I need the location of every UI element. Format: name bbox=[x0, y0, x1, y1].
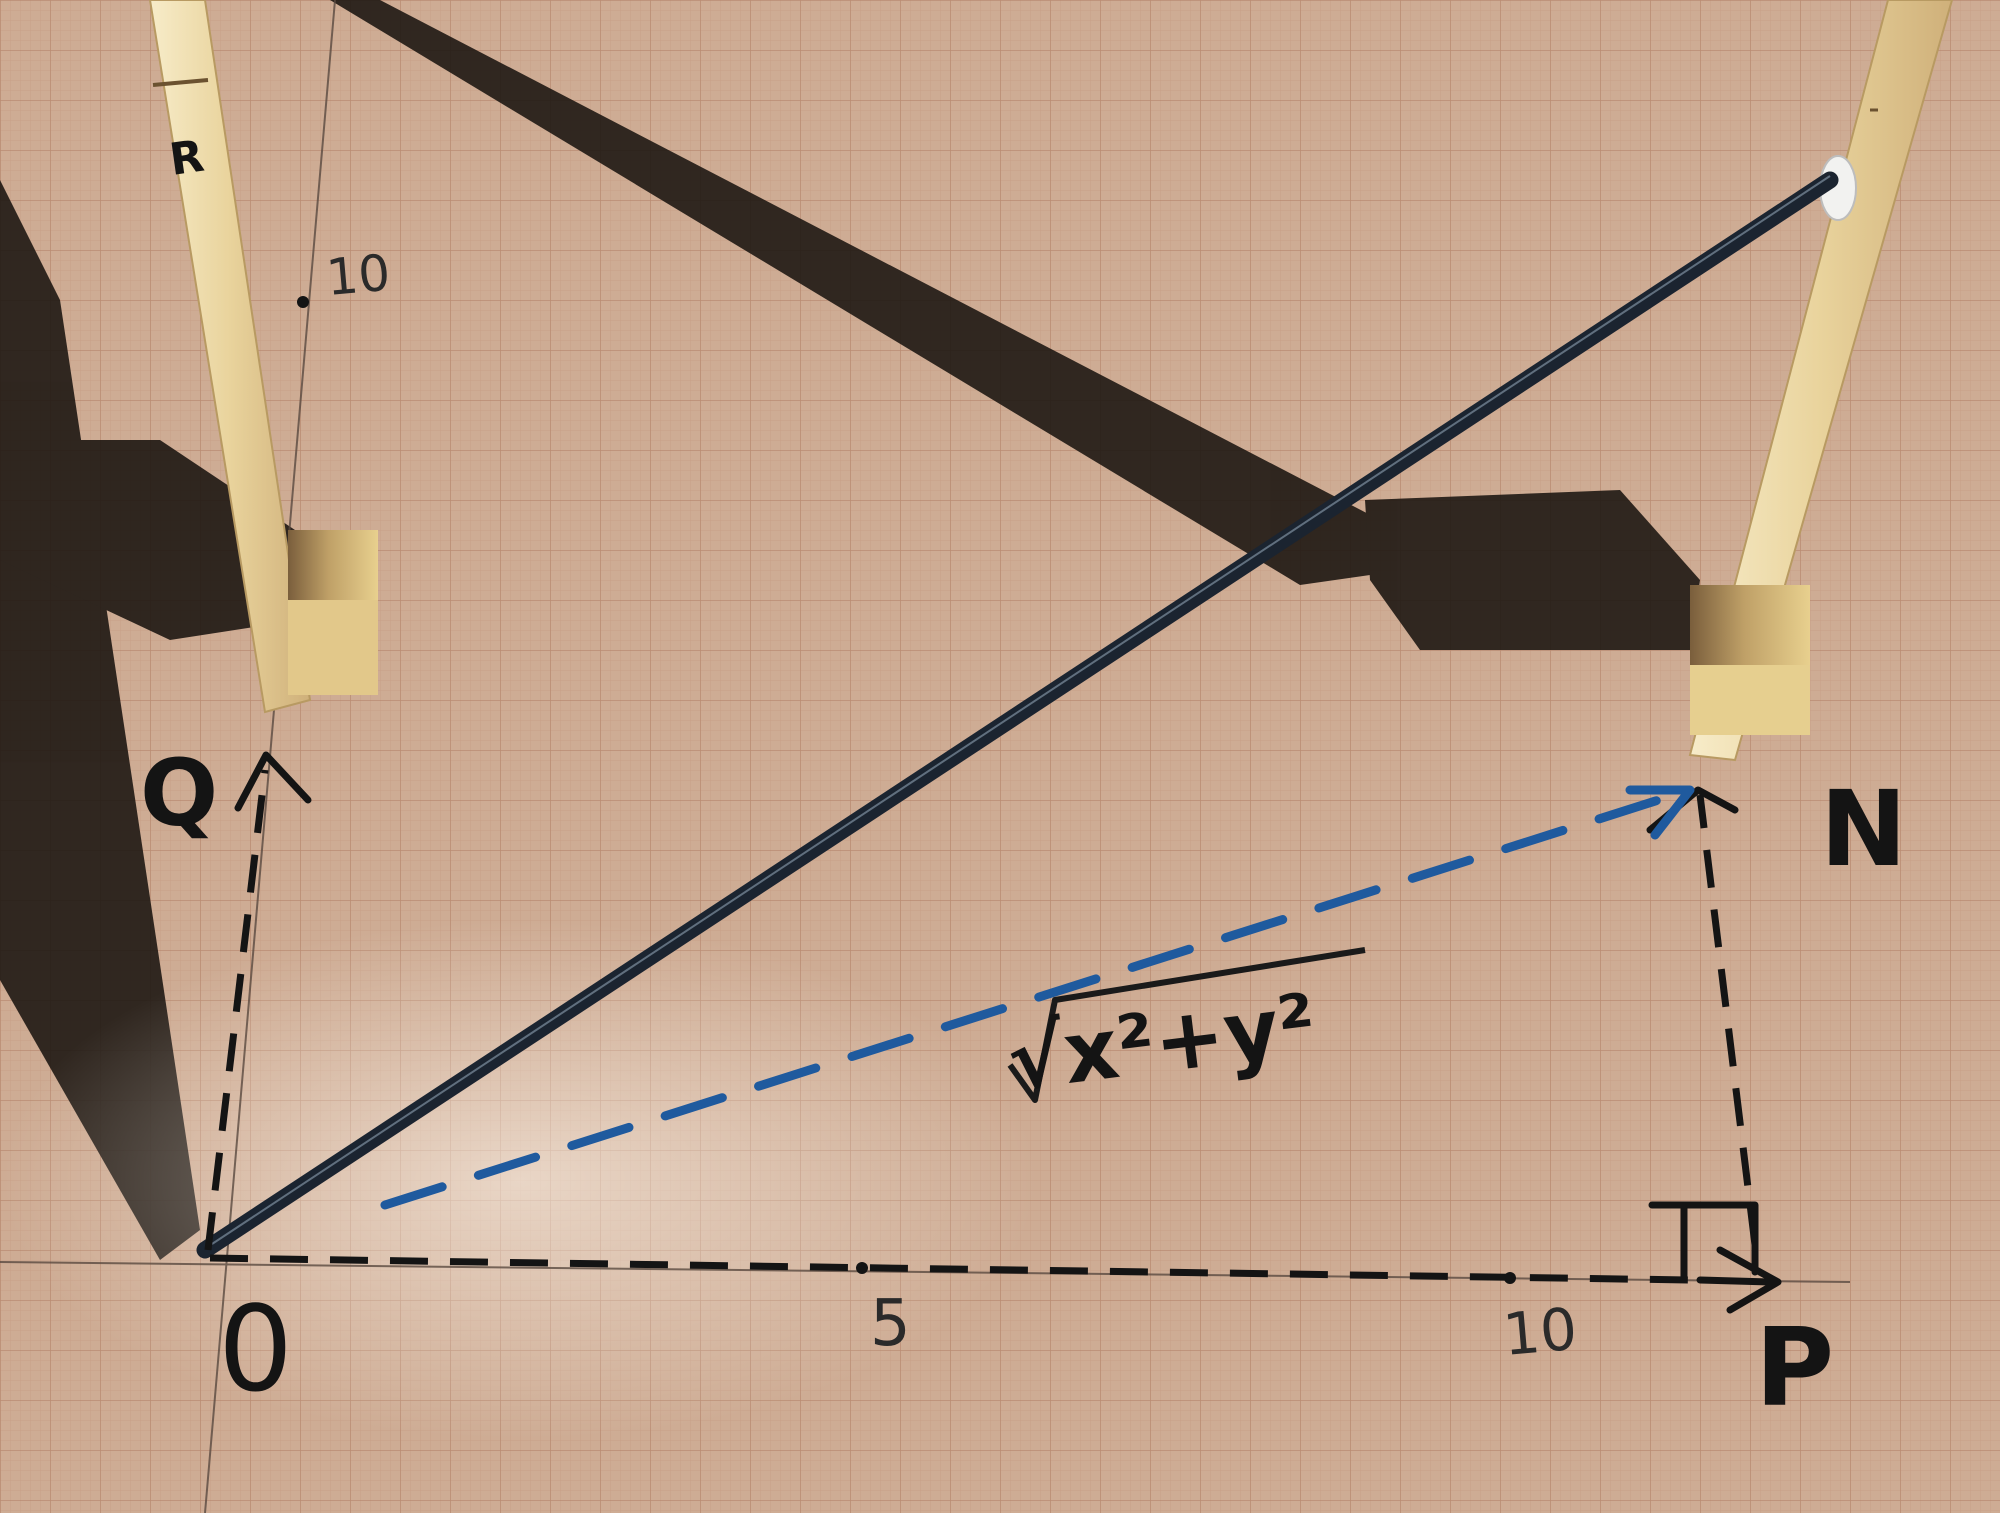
label-p: P bbox=[1755, 1306, 1834, 1431]
arrowheads bbox=[234, 751, 1782, 1314]
tick-dot-y10 bbox=[297, 296, 309, 308]
blue-arrowhead bbox=[1625, 785, 1695, 840]
label-q: Q bbox=[140, 740, 218, 847]
dashed-origin-to-p bbox=[209, 1254, 1691, 1284]
dashed-p-to-n bbox=[1696, 794, 1759, 1246]
blue-dashed-diagonal bbox=[380, 785, 1695, 1210]
right-stick bbox=[1688, 0, 1954, 762]
tick-label-x-10: 10 bbox=[1500, 1295, 1579, 1369]
left-stick bbox=[148, 0, 312, 714]
shadows bbox=[0, 0, 1700, 1260]
radical-sign bbox=[1007, 947, 1366, 1103]
left-block bbox=[288, 530, 378, 695]
dashed-origin-to-q bbox=[204, 769, 269, 1251]
rod-shadow bbox=[330, 0, 1380, 585]
light-glare bbox=[0, 920, 1040, 1440]
tick-dot-5 bbox=[856, 1262, 868, 1274]
black-rod-highlight bbox=[211, 175, 1831, 1245]
tick-label-x-5: 5 bbox=[870, 1287, 911, 1361]
arrow-q bbox=[234, 751, 312, 812]
arrow-p bbox=[1716, 1246, 1782, 1314]
right-block bbox=[1690, 585, 1810, 735]
right-angle-marker bbox=[1648, 1201, 1759, 1276]
label-r: R bbox=[166, 131, 207, 186]
black-rod bbox=[196, 171, 1839, 1259]
label-n: N bbox=[1820, 768, 1907, 890]
label-origin: 0 bbox=[218, 1280, 293, 1418]
tick-label-y-10: 10 bbox=[324, 244, 392, 307]
right-block-shadow bbox=[1365, 490, 1700, 650]
dashed-lines bbox=[204, 769, 1759, 1284]
tick-dot-10 bbox=[1504, 1272, 1516, 1284]
